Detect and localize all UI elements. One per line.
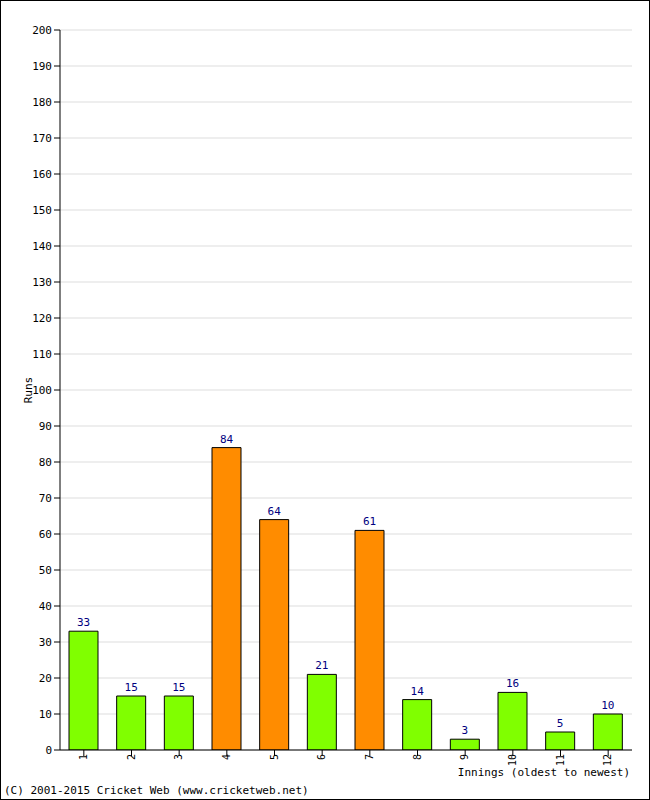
svg-text:130: 130 xyxy=(32,276,52,289)
svg-text:180: 180 xyxy=(32,96,52,109)
svg-text:64: 64 xyxy=(268,505,282,518)
svg-text:100: 100 xyxy=(32,384,52,397)
svg-text:80: 80 xyxy=(39,456,52,469)
svg-text:190: 190 xyxy=(32,60,52,73)
svg-text:84: 84 xyxy=(220,433,234,446)
svg-text:20: 20 xyxy=(39,672,52,685)
svg-text:15: 15 xyxy=(125,681,138,694)
svg-text:11: 11 xyxy=(555,754,566,766)
html-text:(C) 2001-2015 Cricket Web (www: (C) 2001-2015 Cricket Web (www.cricketwe… xyxy=(4,784,309,797)
svg-text:160: 160 xyxy=(32,168,52,181)
svg-text:2: 2 xyxy=(126,754,137,760)
svg-text:12: 12 xyxy=(602,754,613,766)
svg-text:9: 9 xyxy=(459,754,470,760)
svg-text:120: 120 xyxy=(32,312,52,325)
svg-text:14: 14 xyxy=(411,685,425,698)
svg-text:7: 7 xyxy=(364,754,375,760)
svg-text:4: 4 xyxy=(221,754,232,760)
html-text:Runs: Runs xyxy=(22,376,35,404)
svg-text:16: 16 xyxy=(506,677,519,690)
svg-text:10: 10 xyxy=(507,754,518,766)
svg-text:3: 3 xyxy=(173,754,184,760)
svg-text:110: 110 xyxy=(32,348,52,361)
svg-text:33: 33 xyxy=(77,616,90,629)
svg-text:170: 170 xyxy=(32,132,52,145)
html-text:Innings (oldest to newest): Innings (oldest to newest) xyxy=(457,766,630,779)
svg-text:200: 200 xyxy=(32,24,52,37)
svg-text:30: 30 xyxy=(39,636,52,649)
svg-text:140: 140 xyxy=(32,240,52,253)
svg-text:15: 15 xyxy=(172,681,185,694)
svg-text:3: 3 xyxy=(462,724,469,737)
svg-text:50: 50 xyxy=(39,564,52,577)
svg-text:5: 5 xyxy=(557,717,564,730)
svg-text:8: 8 xyxy=(412,754,423,760)
svg-text:70: 70 xyxy=(39,492,52,505)
svg-text:0: 0 xyxy=(45,744,52,757)
svg-text:61: 61 xyxy=(363,515,376,528)
svg-text:10: 10 xyxy=(39,708,52,721)
svg-text:10: 10 xyxy=(601,699,614,712)
svg-text:21: 21 xyxy=(315,659,328,672)
svg-text:1: 1 xyxy=(78,754,89,760)
svg-text:6: 6 xyxy=(316,754,327,760)
svg-text:150: 150 xyxy=(32,204,52,217)
svg-text:90: 90 xyxy=(39,420,52,433)
svg-text:5: 5 xyxy=(269,754,280,760)
svg-text:60: 60 xyxy=(39,528,52,541)
svg-text:40: 40 xyxy=(39,600,52,613)
